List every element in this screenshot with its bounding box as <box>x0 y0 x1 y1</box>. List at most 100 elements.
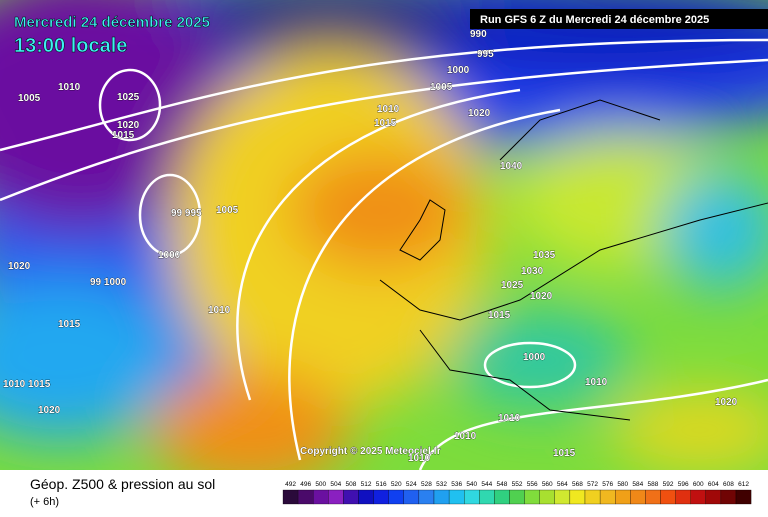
scale-label: 520 <box>391 481 402 488</box>
scale-swatch <box>539 489 555 505</box>
scale-swatch <box>282 489 299 505</box>
scale-swatch <box>297 489 314 505</box>
scale-label: 556 <box>527 481 538 488</box>
scale-swatch <box>403 489 420 505</box>
isobar-label: 1000 <box>158 250 181 261</box>
scale-label: 600 <box>693 481 704 488</box>
scale-label: 540 <box>466 481 477 488</box>
scale-swatch <box>720 489 737 505</box>
isobar-label: 1015 <box>488 310 511 321</box>
scale-label: 592 <box>663 481 674 488</box>
scale-label: 544 <box>481 481 492 488</box>
isobar-label: 1010 <box>585 377 608 388</box>
isobar-label: 1010 <box>454 431 477 442</box>
scale-swatch <box>615 489 631 505</box>
scale-swatch <box>433 489 450 505</box>
isobar-label: 1020 <box>117 120 140 131</box>
isobar-label: 1015 <box>58 319 81 330</box>
isobar-label: 990 <box>470 29 487 40</box>
date: Mercredi 24 décembre 2025 <box>14 14 210 31</box>
scale-label: 504 <box>330 481 341 488</box>
isobar-label: 1035 <box>533 250 556 261</box>
scale-swatch <box>554 489 571 505</box>
scale-swatch <box>479 489 495 505</box>
isobar-labels: 9909951000100510101015102010051010102510… <box>3 29 738 465</box>
scale-swatch <box>690 489 706 505</box>
scale-label: 608 <box>723 481 734 488</box>
scale-label: 532 <box>436 481 447 488</box>
isobar-label: 1010 <box>408 453 431 464</box>
isobar-label: 1015 <box>112 130 135 141</box>
isobar-label: 1000 <box>523 352 546 363</box>
scale-label: 548 <box>497 481 508 488</box>
scale-swatch <box>509 489 525 505</box>
isobar-label: 99 1000 <box>90 277 127 288</box>
footer-step: (+ 6h) <box>30 496 59 508</box>
isobar-label: 1030 <box>521 266 544 277</box>
scale-swatch <box>313 489 329 505</box>
isobar-label: 995 <box>477 49 494 60</box>
scale-label: 580 <box>617 481 628 488</box>
scale-swatch <box>660 489 676 505</box>
color-scale: 492 496 500 504 508 512 516 520 524 528 532 536 540 5… <box>282 481 752 505</box>
run-info: Run GFS 6 Z du Mercredi 24 décembre 2025 <box>480 14 709 26</box>
scale-label: 528 <box>421 481 432 488</box>
scale-swatch <box>358 489 374 505</box>
isobar-label: 1010 1015 <box>3 379 51 390</box>
isobar-label: 1020 <box>38 405 61 416</box>
scale-swatch <box>705 489 722 505</box>
run-banner <box>470 9 768 29</box>
scale-label: 560 <box>542 481 553 488</box>
scale-label: 524 <box>406 481 417 488</box>
scale-swatch <box>464 489 480 505</box>
scale-swatch <box>328 489 344 505</box>
isobar-label: 1005 <box>430 82 453 93</box>
scale-swatch <box>569 489 586 505</box>
isobar-label: 1015 <box>374 118 397 129</box>
scale-label: 564 <box>557 481 568 488</box>
scale-swatch <box>735 489 752 505</box>
scale-swatch <box>494 489 510 505</box>
footer-title: Géop. Z500 & pression au sol <box>30 476 215 492</box>
isobar-label: 1025 <box>117 92 140 103</box>
scale-label: 536 <box>451 481 462 488</box>
copyright: Copyright © 2025 Meteociel.fr <box>300 446 441 457</box>
scale-label: 584 <box>632 481 643 488</box>
isobar-label: 1025 <box>501 280 524 291</box>
scale-label: 500 <box>315 481 326 488</box>
isobar-label: 1005 <box>18 93 41 104</box>
scale-swatch <box>599 489 616 505</box>
isobar-label: 1010 <box>208 305 231 316</box>
map-field <box>0 0 768 470</box>
isobar-label: 1010 <box>58 82 81 93</box>
isobar-label: 1015 <box>553 448 576 459</box>
scale-label: 604 <box>708 481 719 488</box>
scale-label: 596 <box>678 481 689 488</box>
scale-label: 512 <box>361 481 372 488</box>
scale-label: 508 <box>346 481 357 488</box>
scale-label: 568 <box>572 481 583 488</box>
scale-label: 516 <box>376 481 387 488</box>
scale-label: 572 <box>587 481 598 488</box>
scale-label: 496 <box>300 481 311 488</box>
scale-label: 588 <box>648 481 659 488</box>
scale-swatch <box>388 489 404 505</box>
isobar-label: 1020 <box>8 261 31 272</box>
isobar-label: 1020 <box>530 291 553 302</box>
scale-swatch <box>524 489 540 505</box>
scale-label: 576 <box>602 481 613 488</box>
isobar-label: 1000 <box>447 65 470 76</box>
scale-swatch <box>584 489 601 505</box>
scale-swatch <box>448 489 465 505</box>
scale-swatch <box>343 489 359 505</box>
scale-label: 612 <box>738 481 749 488</box>
local-time: 13:00 locale <box>14 35 127 57</box>
scale-label: 492 <box>285 481 296 488</box>
scale-swatch <box>645 489 661 505</box>
isobar-label: 1040 <box>500 161 523 172</box>
isobar-label: 1005 <box>216 205 239 216</box>
scale-swatch <box>630 489 646 505</box>
isobar-label: 1020 <box>468 108 491 119</box>
scale-label: 552 <box>512 481 523 488</box>
isobar-label: 1010 <box>498 413 521 424</box>
